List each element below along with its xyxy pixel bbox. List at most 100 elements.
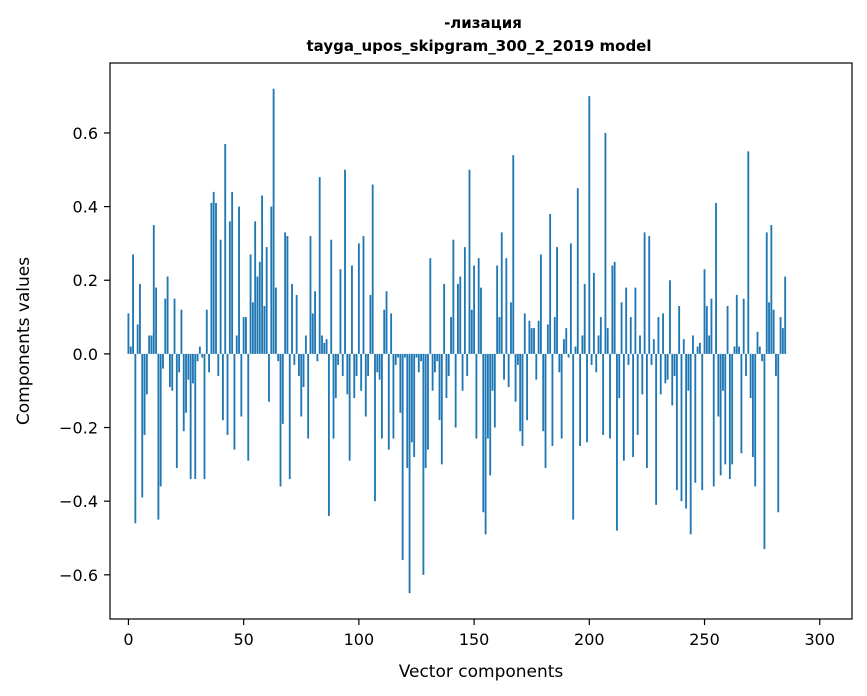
bar — [761, 353, 764, 362]
bar — [595, 353, 598, 373]
bar — [208, 353, 211, 373]
bar — [484, 353, 487, 535]
bar — [129, 346, 132, 354]
bar — [387, 353, 390, 450]
bar — [205, 309, 208, 354]
bar — [708, 335, 711, 354]
bar — [468, 169, 471, 354]
bar — [784, 276, 787, 354]
bar — [678, 306, 681, 354]
bar — [316, 353, 319, 362]
bar — [406, 353, 409, 469]
bar — [749, 353, 752, 399]
bar — [480, 287, 482, 354]
y-axis-ticks: −0.6 −0.4 −0.2 0.0 0.2 0.4 0.6 — [59, 124, 110, 585]
bar — [182, 353, 185, 432]
x-tick-label: 150 — [459, 630, 490, 649]
bar — [401, 353, 404, 561]
bar — [228, 221, 231, 354]
bar — [189, 353, 192, 480]
bar — [636, 353, 639, 435]
bar — [758, 346, 761, 354]
bar — [588, 96, 591, 354]
bar — [592, 272, 595, 354]
bar — [569, 243, 572, 354]
bar — [659, 353, 662, 395]
bar — [740, 353, 743, 454]
bar — [159, 353, 162, 487]
x-tick-label: 250 — [689, 630, 720, 649]
bar — [293, 353, 296, 365]
bar — [680, 353, 683, 502]
bar — [364, 353, 367, 417]
bar — [309, 236, 312, 354]
bar — [756, 331, 759, 354]
bar — [703, 269, 706, 354]
bar — [639, 335, 641, 354]
chart-title: -лизация — [444, 14, 522, 32]
plot-frame — [109, 62, 853, 620]
bar — [371, 184, 374, 354]
bar — [314, 291, 317, 354]
bar — [544, 353, 547, 469]
bar — [632, 353, 635, 457]
bar — [712, 353, 715, 487]
bar — [231, 191, 234, 354]
bar — [318, 177, 321, 354]
bar — [288, 353, 291, 480]
bar — [618, 353, 621, 399]
bar — [431, 353, 434, 391]
bar — [452, 239, 455, 354]
bar — [747, 151, 750, 354]
bar — [622, 353, 625, 461]
bar — [438, 353, 441, 421]
bar — [563, 339, 565, 354]
bar — [344, 169, 346, 354]
bar — [620, 302, 623, 354]
bar — [493, 353, 496, 428]
bar — [180, 309, 183, 354]
bar — [385, 291, 388, 354]
bar — [198, 346, 201, 354]
bar — [731, 353, 734, 465]
bar — [583, 283, 586, 354]
bar — [394, 353, 397, 365]
bar — [765, 232, 768, 354]
bar — [457, 283, 459, 354]
bar — [374, 353, 376, 502]
bar — [240, 353, 243, 417]
bar — [705, 306, 708, 354]
bar — [351, 265, 353, 354]
bar — [673, 353, 676, 376]
bar — [238, 206, 240, 354]
bar — [510, 302, 512, 354]
bar — [330, 239, 333, 354]
bar — [459, 276, 462, 354]
bar — [590, 353, 593, 365]
bar — [781, 328, 784, 354]
bar — [629, 317, 632, 354]
bar — [634, 287, 637, 354]
bar — [173, 298, 176, 354]
bar — [357, 243, 360, 354]
bar — [304, 335, 307, 354]
bar — [265, 247, 268, 354]
bar — [277, 353, 280, 362]
x-tick-label: 50 — [233, 630, 253, 649]
bar — [754, 353, 757, 487]
bar — [415, 353, 418, 358]
bar — [194, 353, 197, 480]
bar — [334, 353, 337, 399]
bar — [698, 342, 701, 354]
bar — [692, 335, 694, 354]
bar — [572, 353, 575, 520]
bar — [210, 202, 213, 354]
y-tick-label: 0.0 — [73, 345, 98, 364]
bar — [196, 353, 199, 362]
bar — [599, 317, 602, 354]
bar — [295, 294, 298, 354]
bar — [565, 328, 568, 354]
bar — [625, 287, 628, 354]
bar — [675, 353, 678, 491]
y-tick-label: −0.6 — [59, 566, 98, 585]
